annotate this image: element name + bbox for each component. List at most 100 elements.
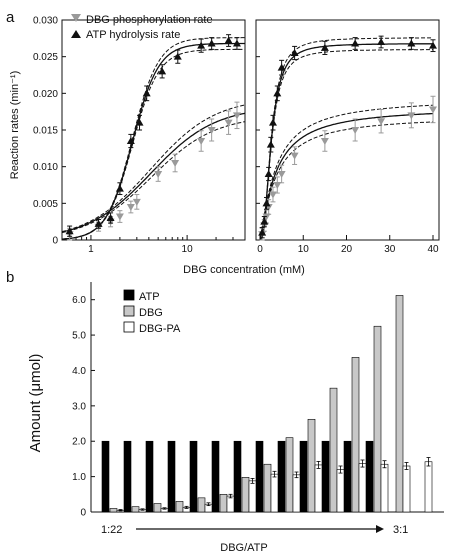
atp-hydrolysis-point [173,52,182,60]
ratio-start-label: 1:22 [101,524,122,536]
dbg-phosphorylation-point [171,160,180,167]
atp-hydrolysis-point [260,217,269,225]
dbg-phosphorylation-point [273,182,282,189]
panel-b-y-axis-label: Amount (μmol) [27,354,44,453]
dbg-phosphorylation-point [224,119,233,127]
atp-bar [145,440,154,513]
ratio-arrow-head-icon [376,525,384,533]
dbg-pa-bar [402,465,411,513]
y-tick-label: 0.010 [33,162,58,173]
dbg-bar [263,463,272,513]
y-tick-label: 0.020 [33,89,58,100]
dbg-phosphorylation-point [429,106,437,114]
legend-dbg-pa-swatch [123,321,135,333]
dbg-phosphorylation-point [132,198,141,206]
x-tick-label: 10 [298,244,310,255]
atp-hydrolysis-point [429,41,437,49]
dbg-pa-bar [424,461,433,513]
panel-a-right-frame [255,19,440,241]
dbg-pa-bar [336,469,345,513]
panel-b-x-axis-label: DBG/ATP [220,542,267,554]
dbg-phosphorylation-point [232,112,241,120]
atp-hydrolysis-point [351,39,360,47]
atp-hydrolysis-point [224,36,233,44]
panel-a: a Reaction rates (min⁻¹) DBG concentrati… [6,9,440,276]
legend-atp-swatch [123,289,135,301]
dbg-bar [219,494,228,513]
fit-curve [61,42,245,240]
atp-hydrolysis-point [207,39,216,47]
atp-hydrolysis-point [135,118,144,126]
dbg-bar [153,503,162,513]
fit-curve [61,112,246,233]
x-tick-label: 10 [182,244,194,255]
legend-dbg-pa: DBG-PA [139,323,181,335]
fit-confidence-band [61,48,245,240]
dbg-phosphorylation-point [115,213,124,221]
legend-triangle-up-icon [71,30,81,38]
fit-curve [259,112,433,240]
y-tick-label: 0.005 [33,199,58,210]
atp-hydrolysis-point [115,184,124,192]
atp-bar [101,440,110,513]
y-tick-label: 0.030 [33,16,58,27]
dbg-pa-bar [358,463,367,513]
fit-confidence-band [259,37,433,241]
y-tick-label: 0 [52,236,58,247]
atp-hydrolysis-point [277,63,286,71]
x-tick-label: 30 [384,244,396,255]
legend-triangle-down-icon [71,14,81,22]
x-tick-label: 40 [427,244,439,255]
dbg-bar [197,497,206,513]
dbg-phosphorylation-point [277,171,286,178]
legend-dbg: DBG [139,307,163,319]
fit-confidence-band [259,49,433,241]
atp-hydrolysis-point [273,89,282,97]
y-tick-label: 4.0 [72,366,86,377]
x-tick-label: 0 [257,244,263,255]
x-tick-label: 1 [88,244,94,255]
fit-confidence-band [259,121,434,240]
fit-confidence-band [61,104,246,233]
legend-atp: ATP [139,291,160,303]
dbg-phosphorylation-point [126,204,135,211]
atp-hydrolysis-point [232,39,241,47]
panel-a-y-axis-label: Reaction rates (min⁻¹) [9,71,21,180]
atp-bar [299,440,308,513]
dbg-phosphorylation-point [377,118,386,126]
dbg-bar [373,325,382,513]
fit-curve [259,43,434,241]
y-tick-label: 0.025 [33,52,58,63]
y-tick-label: 0.015 [33,126,58,137]
atp-hydrolysis-point [142,89,151,97]
atp-hydrolysis-point [94,219,103,227]
ratio-end-label: 3:1 [393,524,408,536]
atp-hydrolysis-point [320,43,329,51]
dbg-bar [307,418,316,513]
dbg-bar [329,387,338,513]
atp-hydrolysis-point [266,140,275,148]
dbg-phosphorylation-point [320,138,329,145]
atp-hydrolysis-point [377,38,386,45]
atp-hydrolysis-point [126,137,135,144]
dbg-bar [351,357,360,513]
dbg-phosphorylation-point [207,127,216,134]
atp-hydrolysis-point [264,170,273,177]
legend-atp-hydrolysis: ATP hydrolysis rate [86,29,180,41]
y-tick-label: 2.0 [72,437,86,448]
dbg-pa-bar [226,495,235,513]
fit-confidence-band [61,121,246,234]
panel-b-legend: ATP DBG DBG-PA [123,289,181,335]
legend-dbg-phosphorylation: DBG phosphorylation rate [86,14,213,26]
atp-bar [343,440,352,513]
fit-confidence-band [61,37,245,240]
atp-hydrolysis-point [258,228,267,236]
panel-a-x-axis-label: DBG concentration (mM) [183,264,305,276]
legend-dbg-swatch [123,305,135,317]
dbg-pa-bar [380,463,389,513]
dbg-phosphorylation-point [407,112,416,120]
atp-hydrolysis-point [290,49,299,56]
panel-a-left-frame [61,19,246,241]
atp-hydrolysis-point [106,214,115,221]
